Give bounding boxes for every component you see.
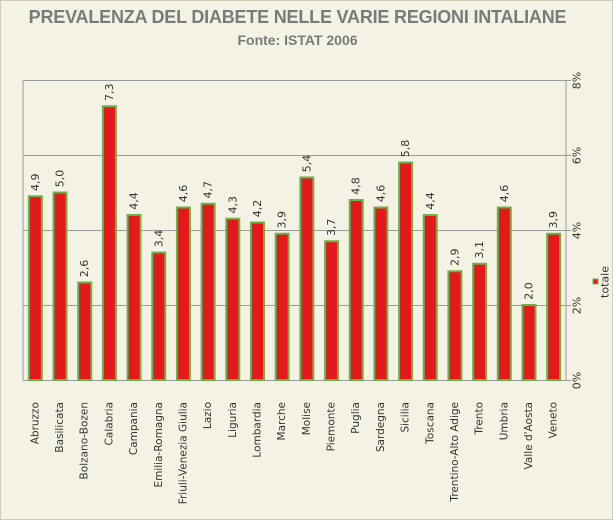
bar <box>200 202 216 381</box>
value-label: 4,6 <box>177 185 190 203</box>
bar <box>521 304 537 381</box>
y-axis: 0% 2% 4% 6% 8% <box>565 72 584 389</box>
category-label: Emilia-Romagna <box>153 402 165 488</box>
bar <box>324 240 340 381</box>
chart-title: PREVALENZA DEL DIABETE NELLE VARIE REGIO… <box>28 7 567 27</box>
value-label: 5,8 <box>399 140 412 158</box>
bar <box>52 191 68 381</box>
category-label: Molise <box>301 402 313 435</box>
legend: totale <box>592 266 612 298</box>
value-label: 3,4 <box>152 230 165 248</box>
bar <box>299 176 315 381</box>
value-label: 5,0 <box>54 170 67 188</box>
y-tick-label: 2% <box>571 297 584 314</box>
category-label: Umbria <box>498 402 510 440</box>
category-label: Veneto <box>548 402 560 438</box>
bar <box>249 221 265 381</box>
value-label: 7,3 <box>103 84 116 102</box>
bar <box>447 270 463 381</box>
y-tick-label: 6% <box>571 147 584 164</box>
bars: 4,9 Abruzzo 5,0 Basilicata 2,6 Bolzano-Bozen 7… <box>27 84 562 504</box>
value-label: 4,9 <box>29 174 42 192</box>
value-label: 3,9 <box>547 211 560 229</box>
value-label: 4,7 <box>202 181 215 199</box>
category-label: Marche <box>276 402 288 440</box>
value-label: 4,4 <box>424 192 437 210</box>
bar <box>151 251 167 381</box>
value-label: 2,9 <box>448 249 461 267</box>
category-label: Abruzzo <box>29 402 41 444</box>
bar <box>546 232 562 381</box>
bar <box>101 105 117 381</box>
chart-subtitle: Fonte: ISTAT 2006 <box>237 32 358 48</box>
value-label: 3,9 <box>276 211 289 229</box>
category-label: Friuli-Venezia Giulia <box>177 402 189 504</box>
bar <box>398 161 414 381</box>
category-label: Toscana <box>424 402 436 445</box>
category-label: Valle d'Aosta <box>523 402 535 469</box>
bar <box>373 206 389 381</box>
category-label: Calabria <box>103 402 115 445</box>
y-tick-label: 0% <box>571 372 584 389</box>
value-label: 4,3 <box>226 196 239 214</box>
category-label: Basilicata <box>54 402 66 453</box>
value-label: 4,8 <box>350 177 363 195</box>
bar <box>225 217 241 381</box>
legend-label: totale <box>599 266 612 298</box>
y-tick-label: 8% <box>571 72 584 89</box>
bar <box>274 232 290 381</box>
value-label: 4,2 <box>251 200 264 218</box>
value-label: 4,6 <box>498 185 511 203</box>
bar <box>348 199 364 381</box>
value-label: 3,1 <box>473 241 486 259</box>
category-label: Piemonte <box>326 402 338 451</box>
category-label: Bolzano-Bozen <box>79 402 91 479</box>
category-label: Trento <box>474 402 486 436</box>
bar <box>27 195 43 381</box>
category-label: Lazio <box>202 402 214 429</box>
category-label: Sicilia <box>400 402 412 433</box>
value-label: 2,0 <box>522 282 535 300</box>
category-label: Liguria <box>227 402 239 438</box>
category-label: Campania <box>128 402 140 455</box>
category-label: Puglia <box>350 402 362 434</box>
value-label: 4,4 <box>128 192 141 210</box>
value-label: 5,4 <box>300 155 313 173</box>
category-label: Trentino-Alto Adige <box>449 402 461 503</box>
bar <box>77 281 93 381</box>
value-label: 3,7 <box>325 219 338 237</box>
bar <box>422 214 438 381</box>
y-tick-label: 4% <box>571 222 584 239</box>
legend-swatch <box>592 278 599 285</box>
value-label: 4,6 <box>374 185 387 203</box>
bar <box>496 206 512 381</box>
bar <box>175 206 191 381</box>
category-label: Sardegna <box>375 402 387 452</box>
category-label: Lombardia <box>251 402 263 458</box>
bar <box>472 262 488 381</box>
bar <box>126 214 142 381</box>
value-label: 2,6 <box>78 260 91 278</box>
